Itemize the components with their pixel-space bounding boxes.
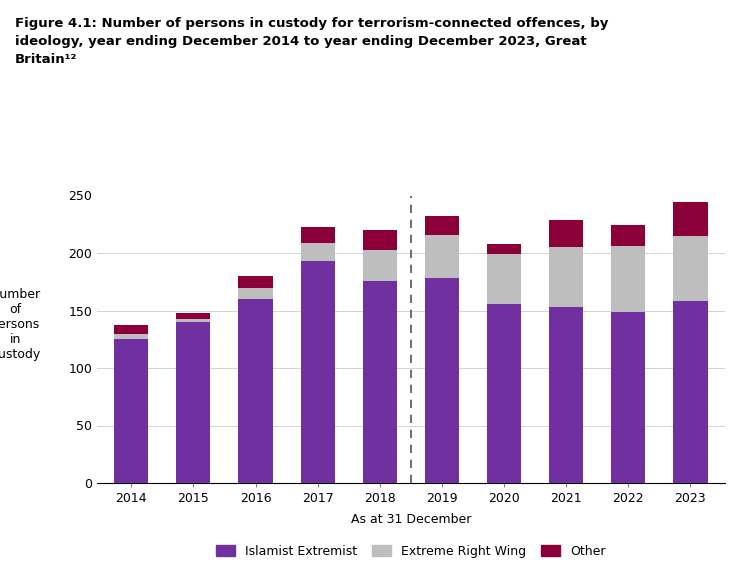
X-axis label: As at 31 December: As at 31 December xyxy=(350,513,471,526)
Bar xyxy=(114,339,149,483)
Bar xyxy=(363,250,397,281)
Legend: Islamist Extremist, Extreme Right Wing, Other: Islamist Extremist, Extreme Right Wing, … xyxy=(211,540,610,563)
Bar xyxy=(300,243,335,261)
Bar xyxy=(611,312,645,483)
Bar xyxy=(549,307,583,483)
Bar xyxy=(300,227,335,243)
Text: Figure 4.1: Number of persons in custody for terrorism-connected offences, by
id: Figure 4.1: Number of persons in custody… xyxy=(15,17,608,66)
Bar xyxy=(176,319,211,322)
Bar xyxy=(425,278,459,483)
Bar xyxy=(673,202,707,236)
Bar xyxy=(238,288,273,299)
Bar xyxy=(611,225,645,246)
Bar xyxy=(363,230,397,250)
Bar xyxy=(673,301,707,483)
Bar xyxy=(238,276,273,288)
Bar xyxy=(176,313,211,319)
Bar xyxy=(487,254,521,304)
Text: Number
of
persons
in
custody: Number of persons in custody xyxy=(0,289,40,361)
Bar xyxy=(114,325,149,334)
Bar xyxy=(611,246,645,312)
Bar xyxy=(549,220,583,247)
Bar xyxy=(549,247,583,307)
Bar xyxy=(300,261,335,483)
Bar xyxy=(487,304,521,483)
Bar xyxy=(425,235,459,278)
Bar xyxy=(487,244,521,254)
Bar xyxy=(673,236,707,301)
Bar xyxy=(363,281,397,483)
Bar xyxy=(238,299,273,483)
Bar xyxy=(176,322,211,483)
Bar xyxy=(114,334,149,339)
Bar xyxy=(425,216,459,235)
